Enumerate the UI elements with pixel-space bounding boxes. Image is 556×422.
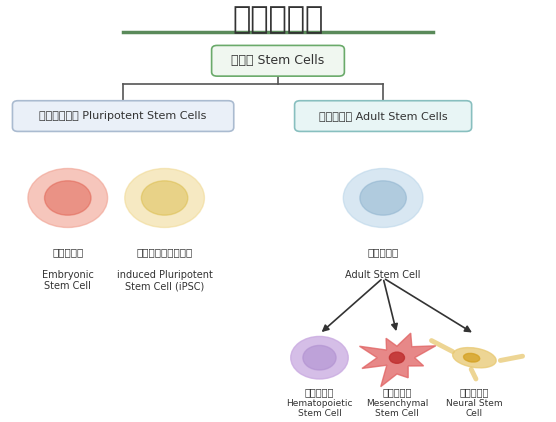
Text: Mesenchymal
Stem Cell: Mesenchymal Stem Cell	[366, 399, 428, 418]
Text: 多潛能幹細胞 Pluripotent Stem Cells: 多潛能幹細胞 Pluripotent Stem Cells	[39, 111, 207, 121]
Text: 誘導型多潛能幹細胞: 誘導型多潛能幹細胞	[136, 247, 193, 257]
Text: 成體幹細胞 Adult Stem Cells: 成體幹細胞 Adult Stem Cells	[319, 111, 448, 121]
Circle shape	[44, 181, 91, 215]
Ellipse shape	[453, 348, 496, 368]
FancyBboxPatch shape	[295, 101, 471, 131]
Text: 間質幹細胞: 間質幹細胞	[383, 387, 411, 397]
Text: Adult Stem Cell: Adult Stem Cell	[345, 270, 421, 280]
Circle shape	[141, 181, 188, 215]
Polygon shape	[359, 333, 436, 387]
Circle shape	[303, 346, 336, 370]
Text: induced Pluripotent
Stem Cell (iPSC): induced Pluripotent Stem Cell (iPSC)	[117, 270, 212, 291]
Circle shape	[360, 181, 406, 215]
Circle shape	[343, 168, 423, 227]
Circle shape	[125, 168, 205, 227]
Text: 胚胎幹細胞: 胚胎幹細胞	[52, 247, 83, 257]
Text: 神經幹細胞: 神經幹細胞	[460, 387, 489, 397]
Text: Neural Stem
Cell: Neural Stem Cell	[446, 399, 503, 418]
Text: 成體幹細胞: 成體幹細胞	[368, 247, 399, 257]
Text: Hematopoietic
Stem Cell: Hematopoietic Stem Cell	[286, 399, 353, 418]
Text: Embryonic
Stem Cell: Embryonic Stem Cell	[42, 270, 94, 291]
Circle shape	[389, 352, 404, 363]
Circle shape	[28, 168, 108, 227]
Circle shape	[291, 336, 348, 379]
FancyBboxPatch shape	[12, 101, 234, 131]
Text: 造血幹細胞: 造血幹細胞	[305, 387, 334, 397]
Text: 幹細胞 Stem Cells: 幹細胞 Stem Cells	[231, 54, 325, 67]
FancyBboxPatch shape	[212, 46, 344, 76]
Text: 幹細胞種類: 幹細胞種類	[232, 5, 324, 34]
Ellipse shape	[464, 353, 480, 362]
